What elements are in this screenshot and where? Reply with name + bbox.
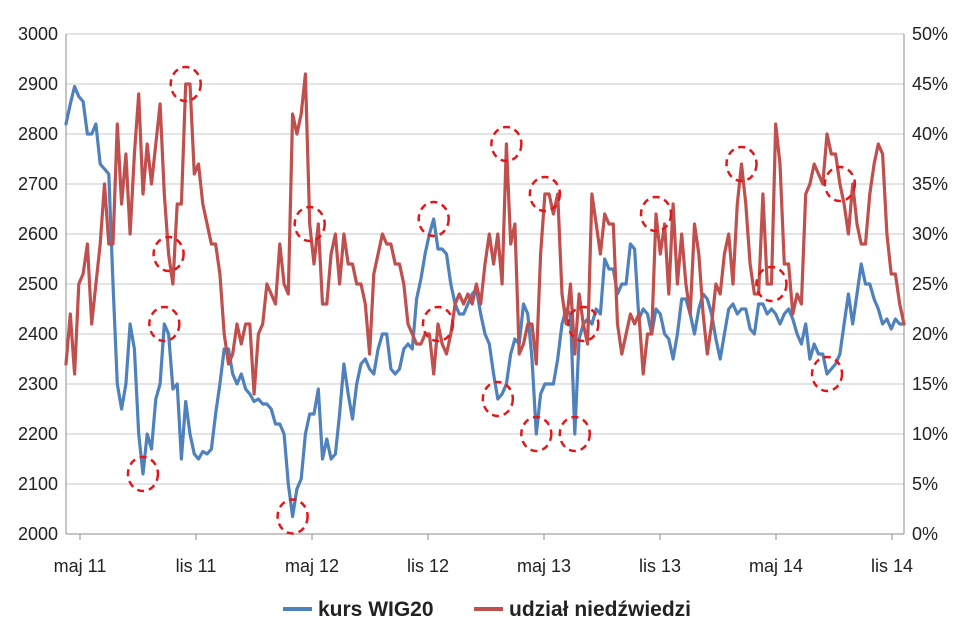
- right-tick-label: 25%: [912, 274, 948, 294]
- series-lines: [64, 72, 906, 519]
- legend-label: udział niedźwiedzi: [509, 598, 691, 621]
- left-tick-label: 2000: [18, 524, 58, 544]
- right-tick-label: 20%: [912, 324, 948, 344]
- annotation-circle: [417, 200, 450, 238]
- x-axis-ticks: maj 11 lis 11 maj 12 lis 12 maj 13 lis 13 maj …: [54, 534, 913, 576]
- x-tick-label: lis 12: [407, 556, 449, 576]
- left-tick-label: 2400: [18, 324, 58, 344]
- x-tick-label: maj 13: [517, 556, 571, 576]
- legend: kurs WIG20 udział niedźwiedzi: [283, 598, 691, 621]
- x-tick-label: lis 13: [639, 556, 681, 576]
- annotation-circle: [755, 265, 788, 303]
- annotation-circle: [126, 455, 160, 493]
- annotation-circle: [810, 355, 844, 393]
- annotation-circle: [148, 305, 181, 343]
- right-tick-label: 10%: [912, 424, 948, 444]
- annotation-circle: [639, 195, 673, 233]
- left-tick-label: 2800: [18, 124, 58, 144]
- x-tick-label: maj 14: [749, 556, 803, 576]
- left-tick-label: 2900: [18, 74, 58, 94]
- annotation-circle: [725, 145, 758, 183]
- left-tick-label: 3000: [18, 24, 58, 44]
- annotation-circle: [558, 415, 592, 453]
- left-tick-label: 2100: [18, 474, 58, 494]
- annotation-circle: [293, 205, 326, 243]
- annotation-circle: [169, 65, 202, 103]
- right-axis-ticks: 0% 5% 10% 15% 20% 25% 30% 35% 40% 45% 50%: [912, 24, 948, 544]
- annotation-circle: [520, 415, 553, 453]
- right-tick-label: 15%: [912, 374, 948, 394]
- annotation-circle: [152, 235, 185, 273]
- annotation-circle: [490, 125, 523, 163]
- annotation-circle: [276, 498, 309, 535]
- x-tick-label: lis 14: [871, 556, 913, 576]
- right-tick-label: 5%: [912, 474, 938, 494]
- annotation-circle: [823, 165, 857, 203]
- annotation-circle: [528, 175, 562, 213]
- left-tick-label: 2300: [18, 374, 58, 394]
- x-tick-label: maj 12: [285, 556, 339, 576]
- series-line-kurs-wig20: [64, 84, 906, 519]
- left-tick-label: 2500: [18, 274, 58, 294]
- annotation-circle: [421, 305, 455, 343]
- right-tick-label: 50%: [912, 24, 948, 44]
- annotation-circle: [481, 380, 515, 418]
- annotation-circle: [567, 305, 600, 343]
- right-tick-label: 35%: [912, 174, 948, 194]
- x-tick-label: lis 11: [176, 556, 217, 576]
- right-tick-label: 0%: [912, 524, 938, 544]
- right-tick-label: 30%: [912, 224, 948, 244]
- series-line-udzial-niedzwiedzi: [64, 72, 906, 396]
- right-tick-label: 45%: [912, 74, 948, 94]
- left-tick-label: 2600: [18, 224, 58, 244]
- annotation-circles: [126, 65, 857, 535]
- x-tick-label: maj 11: [54, 556, 107, 576]
- legend-label: kurs WIG20: [318, 598, 434, 621]
- left-axis-ticks: 2000 2100 2200 2300 2400 2500 2600 2700 2800 2900…: [18, 24, 58, 544]
- left-tick-label: 2700: [18, 174, 58, 194]
- left-tick-label: 2200: [18, 424, 58, 444]
- right-tick-label: 40%: [912, 124, 948, 144]
